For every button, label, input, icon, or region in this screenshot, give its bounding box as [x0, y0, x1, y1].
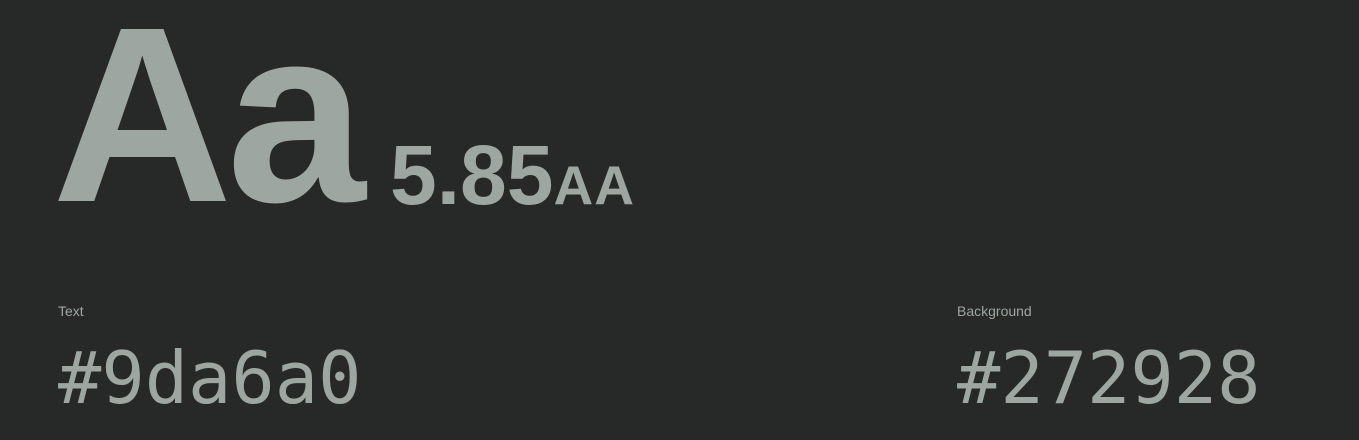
background-color-label: Background — [957, 303, 1032, 319]
text-color-label: Text — [58, 303, 84, 319]
contrast-rating: AA — [553, 154, 635, 216]
contrast-score: 5.85AA — [390, 125, 635, 235]
text-color-hex[interactable]: #9da6a0 — [58, 336, 362, 420]
type-sample: Aa — [52, 0, 366, 254]
contrast-ratio: 5.85 — [390, 128, 554, 222]
background-color-hex[interactable]: #272928 — [957, 336, 1261, 420]
